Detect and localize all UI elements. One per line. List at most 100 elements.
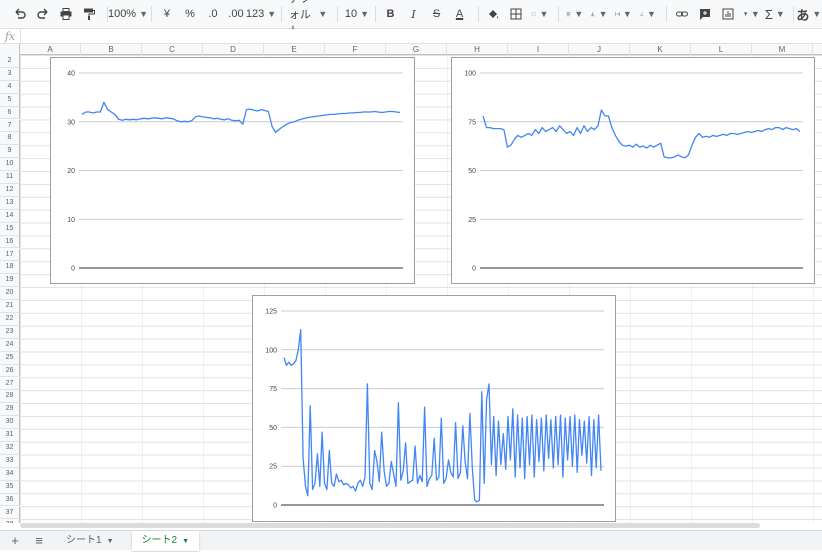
column-header-l[interactable]: L [691,44,752,55]
borders-icon[interactable] [506,4,526,24]
row-header-21[interactable]: 21 [0,300,20,313]
text-color-button[interactable]: A [455,8,464,20]
y-tick-label: 25 [468,217,476,224]
row-header-25[interactable]: 25 [0,351,20,365]
sheet-tab-bar: + ≡ シート1 ▼ シート2 ▼ [0,530,822,551]
column-header-e[interactable]: E [264,44,325,55]
row-header-2[interactable]: 2 [0,55,20,68]
percent-button[interactable]: % [185,8,195,20]
bold-button[interactable]: B [386,8,395,20]
strikethrough-button[interactable]: S [432,8,441,20]
row-header-11[interactable]: 11 [0,171,20,184]
y-tick-label: 25 [269,464,277,471]
line-chart-3[interactable]: 0 25 50 75 100 125 [252,295,616,522]
row-header-23[interactable]: 23 [0,325,20,339]
column-header-d[interactable]: D [203,44,264,55]
row-header-3[interactable]: 3 [0,67,20,81]
row-header-35[interactable]: 35 [0,480,20,494]
column-header-h[interactable]: H [447,44,508,55]
column-header-f[interactable]: F [325,44,386,55]
add-sheet-icon[interactable]: + [11,533,19,548]
row-header-36[interactable]: 36 [0,493,20,507]
comment-icon[interactable] [695,4,715,24]
row-header-17[interactable]: 17 [0,248,20,262]
row-header-5[interactable]: 5 [0,93,20,107]
insert-chart-icon[interactable] [718,4,738,24]
y-tick-label: 0 [71,266,75,273]
row-header-19[interactable]: 19 [0,274,20,288]
text-wrap-icon[interactable]: ▼ [613,4,634,24]
sheet-tab-2[interactable]: シート2 ▼ [131,530,199,551]
row-header-7[interactable]: 7 [0,119,20,133]
row-header-18[interactable]: 18 [0,261,20,275]
font-select[interactable]: デフォルト...▼ [287,0,330,37]
decrease-decimal-button[interactable]: .0 [208,8,218,20]
row-header-8[interactable]: 8 [0,132,20,146]
number-format-select[interactable]: 123 ▼ [246,4,276,24]
row-header-32[interactable]: 32 [0,442,20,455]
column-header-j[interactable]: J [569,44,630,55]
column-header-m[interactable]: M [752,44,813,55]
increase-decimal-button[interactable]: .00 [228,8,244,20]
row-header-30[interactable]: 30 [0,416,20,430]
row-header-4[interactable]: 4 [0,80,20,94]
row-header-14[interactable]: 14 [0,209,20,223]
link-icon[interactable] [672,4,692,24]
align-vertical-icon[interactable]: ▼ [588,4,609,24]
row-header-26[interactable]: 26 [0,364,20,378]
row-header-27[interactable]: 27 [0,377,20,391]
fill-color-icon[interactable] [483,4,503,24]
italic-button[interactable]: I [411,7,416,21]
redo-icon[interactable] [33,4,53,24]
align-horizontal-icon[interactable]: ▼ [564,4,585,24]
row-header-10[interactable]: 10 [0,158,20,172]
select-all-corner[interactable] [0,44,20,55]
chevron-down-icon: ▼ [106,537,114,545]
row-header-33[interactable]: 33 [0,454,20,468]
column-header-a[interactable]: A [20,44,81,55]
chevron-down-icon: ▼ [574,9,584,19]
series-line [482,109,801,159]
currency-button[interactable]: ¥ [163,8,171,20]
row-header-16[interactable]: 16 [0,235,20,249]
all-sheets-menu-icon[interactable]: ≡ [35,533,43,548]
sheet-tab-1[interactable]: シート1 ▼ [56,531,124,551]
zoom-select[interactable]: 100% ▼ [108,4,148,24]
merge-cells-icon[interactable]: ▼ [529,4,550,24]
row-header-22[interactable]: 22 [0,313,20,326]
row-header-28[interactable]: 28 [0,390,20,404]
input-tools-button[interactable]: あ ▼ [796,4,821,24]
horizontal-scrollbar[interactable] [20,523,760,528]
column-header-b[interactable]: B [81,44,142,55]
line-chart-2[interactable]: 0 25 50 75 100 [451,57,815,284]
text-rotation-icon[interactable]: ▼ [637,4,658,24]
row-header-31[interactable]: 31 [0,429,20,442]
print-icon[interactable] [56,4,76,24]
row-header-37[interactable]: 37 [0,506,20,520]
row-header-24[interactable]: 24 [0,338,20,352]
row-header-6[interactable]: 6 [0,106,20,120]
column-header-g[interactable]: G [386,44,447,55]
row-header-15[interactable]: 15 [0,222,20,236]
row-header-20[interactable]: 20 [0,287,20,301]
row-header-12[interactable]: 12 [0,184,20,197]
undo-icon[interactable] [10,4,30,24]
row-header-38[interactable]: 38 [0,519,20,523]
line-chart-1[interactable]: 0 10 20 30 40 [50,57,415,284]
paint-format-icon[interactable] [79,4,99,24]
sheet-tab-1-label: シート1 [66,534,102,546]
series-line [81,101,401,134]
formula-input[interactable] [21,29,822,43]
toolbar-divider [665,6,667,22]
functions-icon[interactable]: Σ ▼ [764,6,785,22]
y-tick-label: 50 [269,425,277,432]
row-header-13[interactable]: 13 [0,196,20,210]
column-header-i[interactable]: I [508,44,569,55]
column-header-c[interactable]: C [142,44,203,55]
row-header-34[interactable]: 34 [0,467,20,481]
row-header-9[interactable]: 9 [0,145,20,159]
column-header-k[interactable]: K [630,44,691,55]
row-header-29[interactable]: 29 [0,403,20,417]
filter-icon[interactable]: ▼ [741,4,762,24]
font-size-select[interactable]: 10 ▼ [343,4,369,24]
